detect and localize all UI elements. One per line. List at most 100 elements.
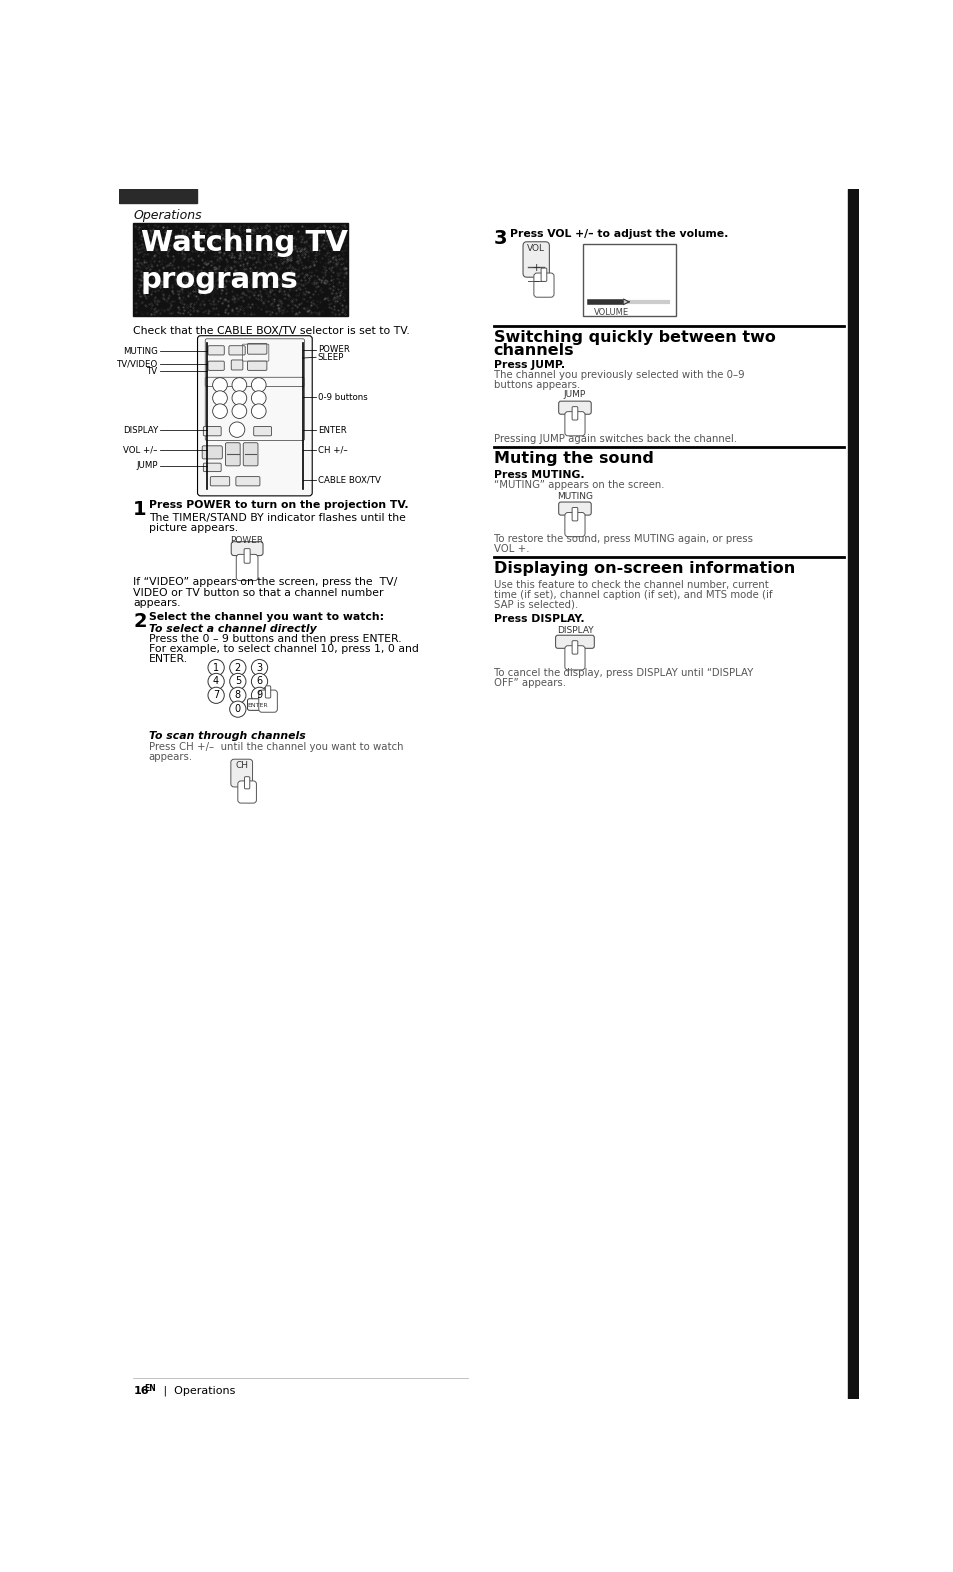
Bar <box>119 189 196 203</box>
Text: “MUTING” appears on the screen.: “MUTING” appears on the screen. <box>493 481 663 490</box>
Text: CH +/–: CH +/– <box>317 446 347 454</box>
Text: JUMP: JUMP <box>136 461 158 470</box>
Text: CH: CH <box>235 761 248 770</box>
Text: EN: EN <box>144 1385 155 1393</box>
Text: Muting the sound: Muting the sound <box>493 451 653 467</box>
Text: Press MUTING.: Press MUTING. <box>493 470 583 481</box>
Text: If “VIDEO” appears on the screen, press the  TV/: If “VIDEO” appears on the screen, press … <box>133 577 397 588</box>
FancyBboxPatch shape <box>540 269 546 281</box>
FancyBboxPatch shape <box>564 512 584 536</box>
Circle shape <box>208 687 224 703</box>
Text: +: + <box>531 263 540 272</box>
FancyBboxPatch shape <box>237 781 256 803</box>
Text: –: – <box>533 275 538 286</box>
Text: POWER: POWER <box>231 536 263 545</box>
Text: 16: 16 <box>133 1387 149 1396</box>
FancyBboxPatch shape <box>197 336 312 495</box>
Circle shape <box>252 391 266 406</box>
Circle shape <box>252 404 266 418</box>
Text: For example, to select channel 10, press 1, 0 and: For example, to select channel 10, press… <box>149 643 418 654</box>
Circle shape <box>232 404 247 418</box>
Text: SAP is selected).: SAP is selected). <box>493 601 578 610</box>
Text: Use this feature to check the channel number, current: Use this feature to check the channel nu… <box>493 580 768 590</box>
Text: Press POWER to turn on the projection TV.: Press POWER to turn on the projection TV… <box>149 500 408 511</box>
FancyBboxPatch shape <box>210 476 230 486</box>
Text: 0: 0 <box>234 704 241 714</box>
FancyBboxPatch shape <box>247 700 268 711</box>
Circle shape <box>230 687 246 703</box>
Text: buttons appears.: buttons appears. <box>493 380 579 390</box>
Circle shape <box>230 660 246 676</box>
FancyBboxPatch shape <box>558 501 591 516</box>
Text: ENTER: ENTER <box>317 426 346 435</box>
Circle shape <box>252 687 268 703</box>
Text: Press the 0 – 9 buttons and then press ENTER.: Press the 0 – 9 buttons and then press E… <box>149 634 401 643</box>
Text: ENTER: ENTER <box>248 703 268 707</box>
Text: DISPLAY: DISPLAY <box>556 626 593 635</box>
FancyBboxPatch shape <box>564 646 584 670</box>
Text: VOL: VOL <box>527 244 544 253</box>
Text: Check that the CABLE BOX/TV selector is set to TV.: Check that the CABLE BOX/TV selector is … <box>133 325 410 336</box>
FancyBboxPatch shape <box>203 426 221 435</box>
Text: POWER: POWER <box>317 346 349 354</box>
Bar <box>847 189 858 1399</box>
FancyBboxPatch shape <box>247 362 267 371</box>
Text: ENTER.: ENTER. <box>149 654 188 663</box>
FancyBboxPatch shape <box>253 426 272 435</box>
Text: 0-9 buttons: 0-9 buttons <box>317 393 367 402</box>
FancyBboxPatch shape <box>203 464 221 472</box>
Text: Watching TV: Watching TV <box>141 230 348 258</box>
Text: The channel you previously selected with the 0–9: The channel you previously selected with… <box>493 371 743 380</box>
Text: TV/VIDEO: TV/VIDEO <box>116 360 158 369</box>
Text: appears.: appears. <box>149 751 193 761</box>
Circle shape <box>213 404 227 418</box>
FancyBboxPatch shape <box>235 476 259 486</box>
FancyBboxPatch shape <box>231 542 263 555</box>
Text: The TIMER/STAND BY indicator flashes until the: The TIMER/STAND BY indicator flashes unt… <box>149 512 405 523</box>
FancyBboxPatch shape <box>243 443 257 465</box>
Text: TV: TV <box>147 366 158 376</box>
Circle shape <box>230 673 246 690</box>
Text: time (if set), channel caption (if set), and MTS mode (if: time (if set), channel caption (if set),… <box>493 590 771 601</box>
Circle shape <box>229 421 245 437</box>
FancyBboxPatch shape <box>202 446 222 459</box>
Circle shape <box>252 660 268 676</box>
FancyBboxPatch shape <box>555 635 594 648</box>
Text: appears.: appears. <box>133 597 180 607</box>
FancyBboxPatch shape <box>225 443 240 465</box>
Text: Press DISPLAY.: Press DISPLAY. <box>493 613 583 624</box>
Circle shape <box>208 673 224 690</box>
Text: VIDEO or TV button so that a channel number: VIDEO or TV button so that a channel num… <box>133 588 383 597</box>
Circle shape <box>230 701 246 717</box>
Text: To cancel the display, press DISPLAY until “DISPLAY: To cancel the display, press DISPLAY unt… <box>493 668 752 678</box>
FancyBboxPatch shape <box>258 690 277 712</box>
FancyBboxPatch shape <box>231 759 253 788</box>
Text: picture appears.: picture appears. <box>149 523 237 533</box>
Text: To scan through channels: To scan through channels <box>149 731 305 742</box>
Bar <box>133 223 348 316</box>
FancyBboxPatch shape <box>564 412 584 435</box>
Text: JUMP: JUMP <box>563 390 585 399</box>
Text: SLEEP: SLEEP <box>317 352 344 362</box>
Text: VOL +/–: VOL +/– <box>123 446 158 454</box>
Text: Press CH +/–  until the channel you want to watch: Press CH +/– until the channel you want … <box>149 742 403 753</box>
Circle shape <box>252 377 266 393</box>
Text: To restore the sound, press MUTING again, or press: To restore the sound, press MUTING again… <box>493 534 752 544</box>
FancyBboxPatch shape <box>208 362 224 371</box>
Text: programs: programs <box>141 266 298 294</box>
Text: 2: 2 <box>133 612 147 630</box>
FancyBboxPatch shape <box>244 777 250 789</box>
Text: Switching quickly between two: Switching quickly between two <box>493 330 775 344</box>
Text: VOL +.: VOL +. <box>493 544 529 555</box>
Circle shape <box>213 377 227 393</box>
Circle shape <box>252 673 268 690</box>
Text: 5: 5 <box>234 676 241 687</box>
Text: 8: 8 <box>234 690 241 700</box>
Text: DISPLAY: DISPLAY <box>123 426 158 435</box>
Text: 1: 1 <box>213 662 219 673</box>
Text: 6: 6 <box>256 676 262 687</box>
Text: Press VOL +/– to adjust the volume.: Press VOL +/– to adjust the volume. <box>509 228 727 239</box>
FancyBboxPatch shape <box>572 641 578 654</box>
Text: 2: 2 <box>234 662 241 673</box>
Text: 4: 4 <box>213 676 219 687</box>
